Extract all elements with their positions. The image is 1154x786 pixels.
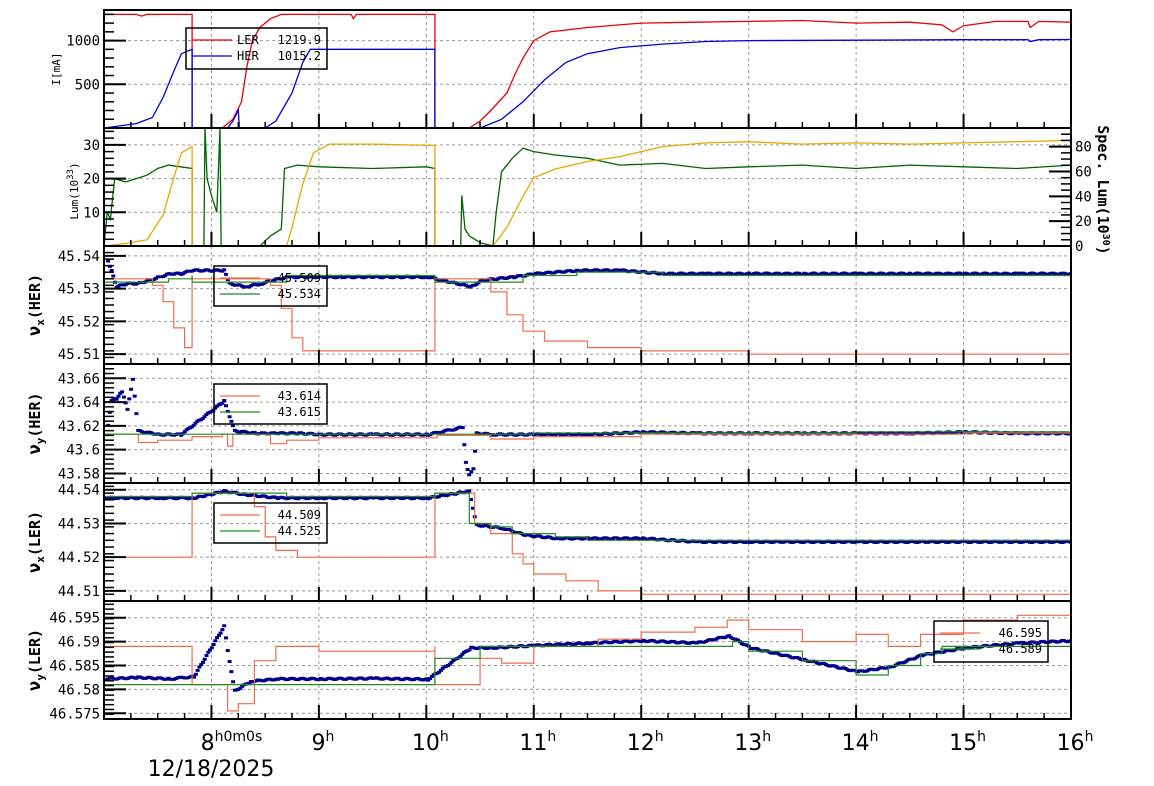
legend-name: HER — [237, 49, 259, 63]
panel-frame — [103, 600, 1072, 720]
y-tick-label: 46.595 — [49, 611, 100, 627]
legend-value: 43.615 — [278, 405, 321, 419]
legend: 43.614 43.615 — [213, 383, 328, 425]
series-spec-lum — [104, 139, 1071, 246]
legend: 46.595 46.589 — [933, 620, 1049, 663]
x-tick-label: 16h — [1057, 729, 1094, 756]
series-green — [104, 271, 1071, 283]
y-tick-label: 43.66 — [58, 371, 100, 387]
y-tick-label: 44.52 — [58, 550, 100, 566]
legend-value: 44.525 — [278, 524, 321, 538]
series-red — [104, 614, 1071, 712]
legend-value: 1219.9 — [278, 33, 321, 47]
panel-frame — [103, 127, 1072, 247]
y-tick-label: 45.54 — [58, 249, 100, 265]
y-tick-label: 43.58 — [58, 466, 100, 482]
y-axis-label: νx(HER) — [25, 274, 47, 336]
y-tick-label: 43.64 — [58, 395, 100, 411]
series-green — [104, 431, 1071, 435]
y2-tick-label: 60 — [1075, 164, 1092, 180]
x-tick-label: 8h0m0s — [201, 729, 263, 756]
y2-tick-label: 80 — [1075, 140, 1092, 156]
y-tick-label: 46.58 — [58, 682, 100, 698]
legend-box — [933, 620, 1049, 663]
series-ler — [104, 13, 1071, 128]
y-tick-label: 45.53 — [58, 282, 100, 298]
y2-axis-label: Spec. Lum(1030) — [1094, 125, 1112, 254]
y2-tick-label: 40 — [1075, 189, 1092, 205]
y-tick-label: 500 — [75, 77, 100, 93]
series-her — [104, 38, 1071, 128]
y-tick-label: 43.62 — [58, 419, 100, 435]
series-red — [104, 432, 1071, 447]
y2-tick-label: 20 — [1075, 214, 1092, 230]
legend-value: 45.534 — [278, 287, 321, 301]
y-tick-label: 46.59 — [58, 635, 100, 651]
y-tick-label: 30 — [83, 138, 100, 154]
y-tick-label: 44.53 — [58, 516, 100, 532]
series-green — [104, 492, 1071, 541]
y-axis-label: I[mA] — [50, 52, 63, 85]
x-tick-label: 14h — [842, 729, 879, 756]
y-tick-label: 46.575 — [49, 706, 100, 722]
x-tick-label: 10h — [412, 729, 449, 756]
y-axis-label: νx(LER) — [25, 511, 47, 573]
y-tick-label: 1000 — [66, 34, 100, 50]
x-tick-label: 11h — [519, 729, 556, 756]
y-tick-label: 44.51 — [58, 584, 100, 600]
y-tick-label: 45.52 — [58, 314, 100, 330]
y-axis-label: νy(HER) — [25, 392, 47, 454]
y-tick-label: 44.54 — [58, 483, 100, 499]
series-measured — [106, 259, 1071, 289]
y2-tick-label: 0 — [1075, 239, 1083, 255]
series-red — [104, 278, 1071, 355]
legend-box — [213, 265, 328, 307]
y-tick-label: 20 — [83, 172, 100, 188]
date-label: 12/18/2025 — [148, 757, 275, 782]
legend-box — [213, 383, 328, 425]
y-axis-label: Lum(1033) — [66, 162, 81, 219]
legend-value: 46.595 — [999, 626, 1042, 640]
y-axis-label: νy(LER) — [25, 629, 47, 691]
y-tick-label: 45.51 — [58, 347, 100, 363]
legend-value: 45.509 — [278, 271, 321, 285]
x-tick-label: 12h — [627, 729, 664, 756]
y-tick-label: 46.585 — [49, 658, 100, 674]
x-tick-label: 9h — [311, 729, 334, 756]
legend-value: 43.614 — [278, 389, 321, 403]
y-tick-label: 10 — [83, 205, 100, 221]
legend-box — [185, 27, 328, 70]
legend-value: 46.589 — [999, 642, 1042, 656]
legend-name: LER — [237, 33, 259, 47]
legend-value: 44.509 — [278, 508, 321, 522]
legend: 44.509 44.525 — [213, 502, 328, 544]
y-tick-label: 43.6 — [66, 443, 100, 459]
legend-value: 1015.2 — [278, 49, 321, 63]
legend-box — [213, 502, 328, 544]
legend: LER 1219.9 HER 1015.2 — [185, 27, 328, 70]
series-luminosity — [104, 128, 1071, 246]
panel-nux_ler: 44.51 44.52 44.53 44.54 νx(LER) 44.509 44.525 — [25, 482, 1072, 602]
x-tick-label: 13h — [734, 729, 771, 756]
x-axis-labels: 8h0m0s 9h 10h 11h 12h 13h 14h 15h 16h 12/18/2025 — [148, 729, 1094, 782]
series-green — [104, 641, 1071, 686]
legend: 45.509 45.534 — [213, 265, 328, 307]
panel-nux_her: 45.51 45.52 45.53 45.54 νx(HER) 45.509 45.534 — [25, 245, 1072, 365]
x-tick-label: 15h — [949, 729, 986, 756]
